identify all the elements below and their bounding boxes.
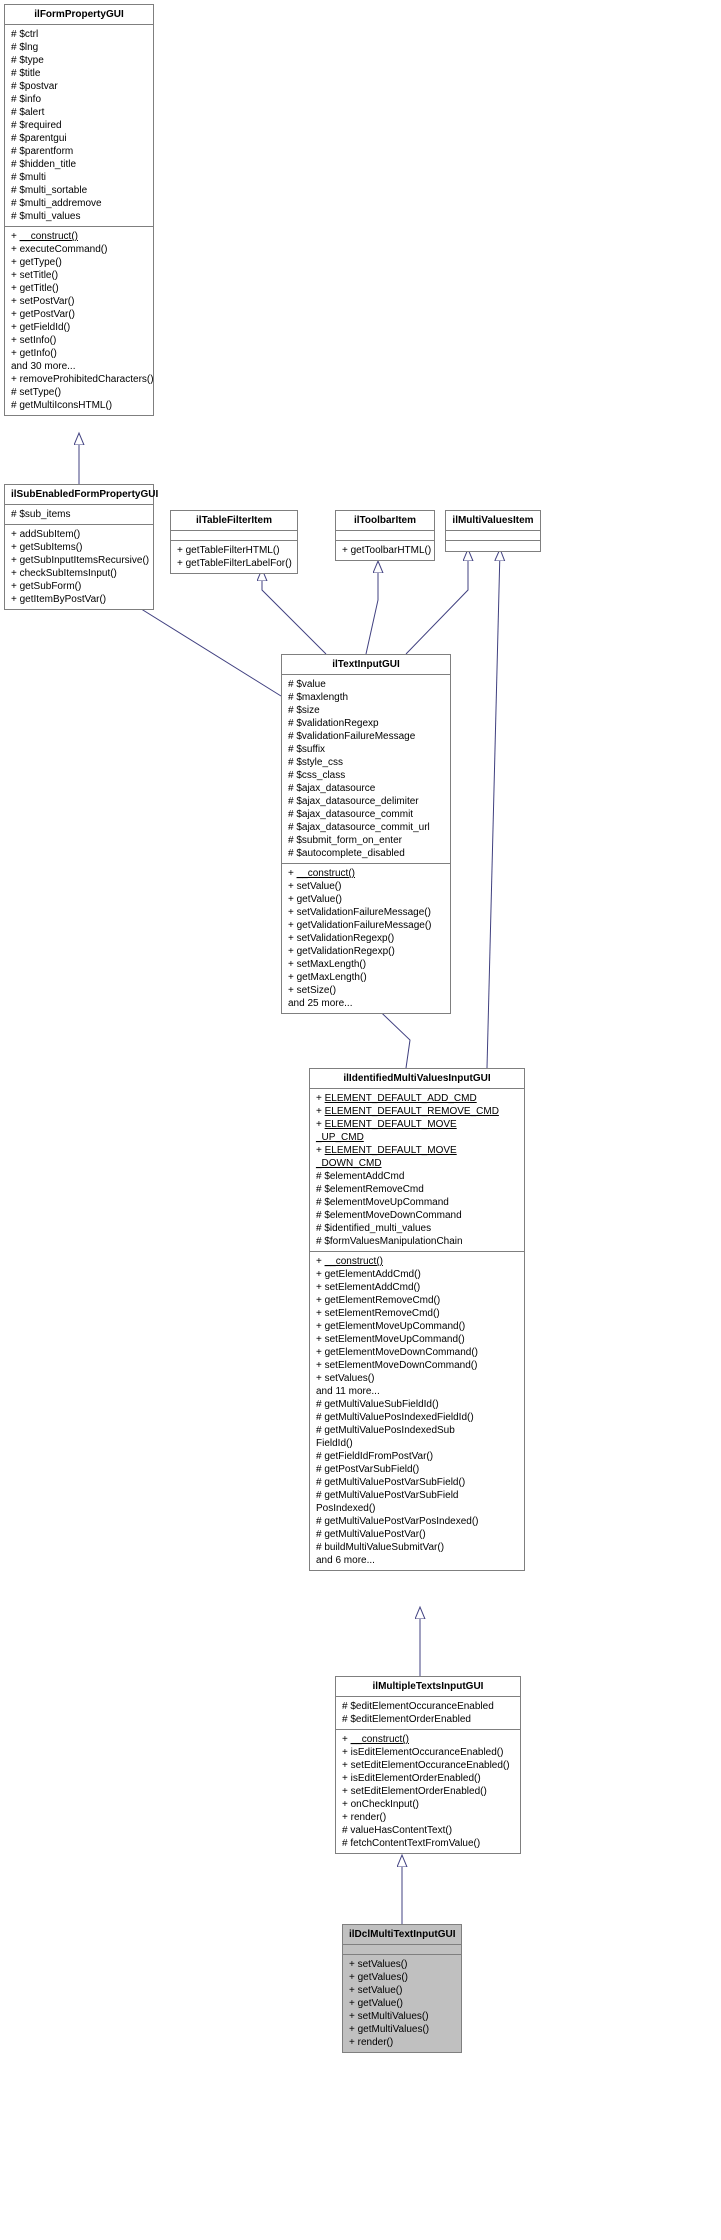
attr-compartment [343, 1945, 461, 1955]
class-ilToolbarItem[interactable]: ilToolbarItem + getToolbarHTML() [335, 510, 435, 561]
ops-compartment: + __construct()+ executeCommand()+ getTy… [5, 227, 153, 415]
class-ilTableFilterItem[interactable]: ilTableFilterItem + getTableFilterHTML()+… [170, 510, 298, 574]
attr-compartment [446, 531, 540, 541]
inheritance-edge [130, 602, 281, 696]
ops-compartment: + __construct()+ setValue()+ getValue()+… [282, 864, 450, 1013]
ops-compartment: + getTableFilterHTML()+ getTableFilterLa… [171, 541, 297, 573]
inheritance-edge [406, 550, 468, 654]
class-title: ilTextInputGUI [282, 655, 450, 675]
class-title: ilFormPropertyGUI [5, 5, 153, 25]
class-ilSubEnabledFormPropertyGUI[interactable]: ilSubEnabledFormPropertyGUI# $sub_items+… [4, 484, 154, 610]
ops-compartment [446, 541, 540, 551]
ops-compartment: + setValues()+ getValues()+ setValue()+ … [343, 1955, 461, 2052]
ops-compartment: + addSubItem()+ getSubItems()+ getSubInp… [5, 525, 153, 609]
class-title: ilMultiValuesItem [446, 511, 540, 531]
class-ilMultiValuesItem[interactable]: ilMultiValuesItem [445, 510, 541, 552]
class-title: ilToolbarItem [336, 511, 434, 531]
attr-compartment: # $value# $maxlength# $size# $validation… [282, 675, 450, 864]
class-ilMultipleTextsInputGUI[interactable]: ilMultipleTextsInputGUI# $editElementOcc… [335, 1676, 521, 1854]
ops-compartment: + __construct()+ isEditElementOccuranceE… [336, 1730, 520, 1853]
class-ilDclMultiTextInputGUI[interactable]: ilDclMultiTextInputGUI + setValues()+ get… [342, 1924, 462, 2053]
class-title: ilDclMultiTextInputGUI [343, 1925, 461, 1945]
attr-compartment: # $sub_items [5, 505, 153, 525]
ops-compartment: + __construct()+ getElementAddCmd()+ set… [310, 1252, 524, 1570]
class-title: ilSubEnabledFormPropertyGUI [5, 485, 153, 505]
attr-compartment: # $editElementOccuranceEnabled# $editEle… [336, 1697, 520, 1730]
class-title: ilMultipleTextsInputGUI [336, 1677, 520, 1697]
attr-compartment [336, 531, 434, 541]
inheritance-edge [262, 570, 326, 654]
class-ilFormPropertyGUI[interactable]: ilFormPropertyGUI# $ctrl# $lng# $type# $… [4, 4, 154, 416]
attr-compartment [171, 531, 297, 541]
class-ilIdentifiedMultiValuesInputGUI[interactable]: ilIdentifiedMultiValuesInputGUI+ ELEMENT… [309, 1068, 525, 1571]
ops-compartment: + getToolbarHTML() [336, 541, 434, 560]
class-title: ilIdentifiedMultiValuesInputGUI [310, 1069, 524, 1089]
class-title: ilTableFilterItem [171, 511, 297, 531]
inheritance-edge [487, 550, 500, 1068]
attr-compartment: # $ctrl# $lng# $type# $title# $postvar# … [5, 25, 153, 227]
class-ilTextInputGUI[interactable]: ilTextInputGUI# $value# $maxlength# $siz… [281, 654, 451, 1014]
attr-compartment: + ELEMENT_DEFAULT_ADD_CMD+ ELEMENT_DEFAU… [310, 1089, 524, 1252]
inheritance-edge [366, 562, 378, 654]
